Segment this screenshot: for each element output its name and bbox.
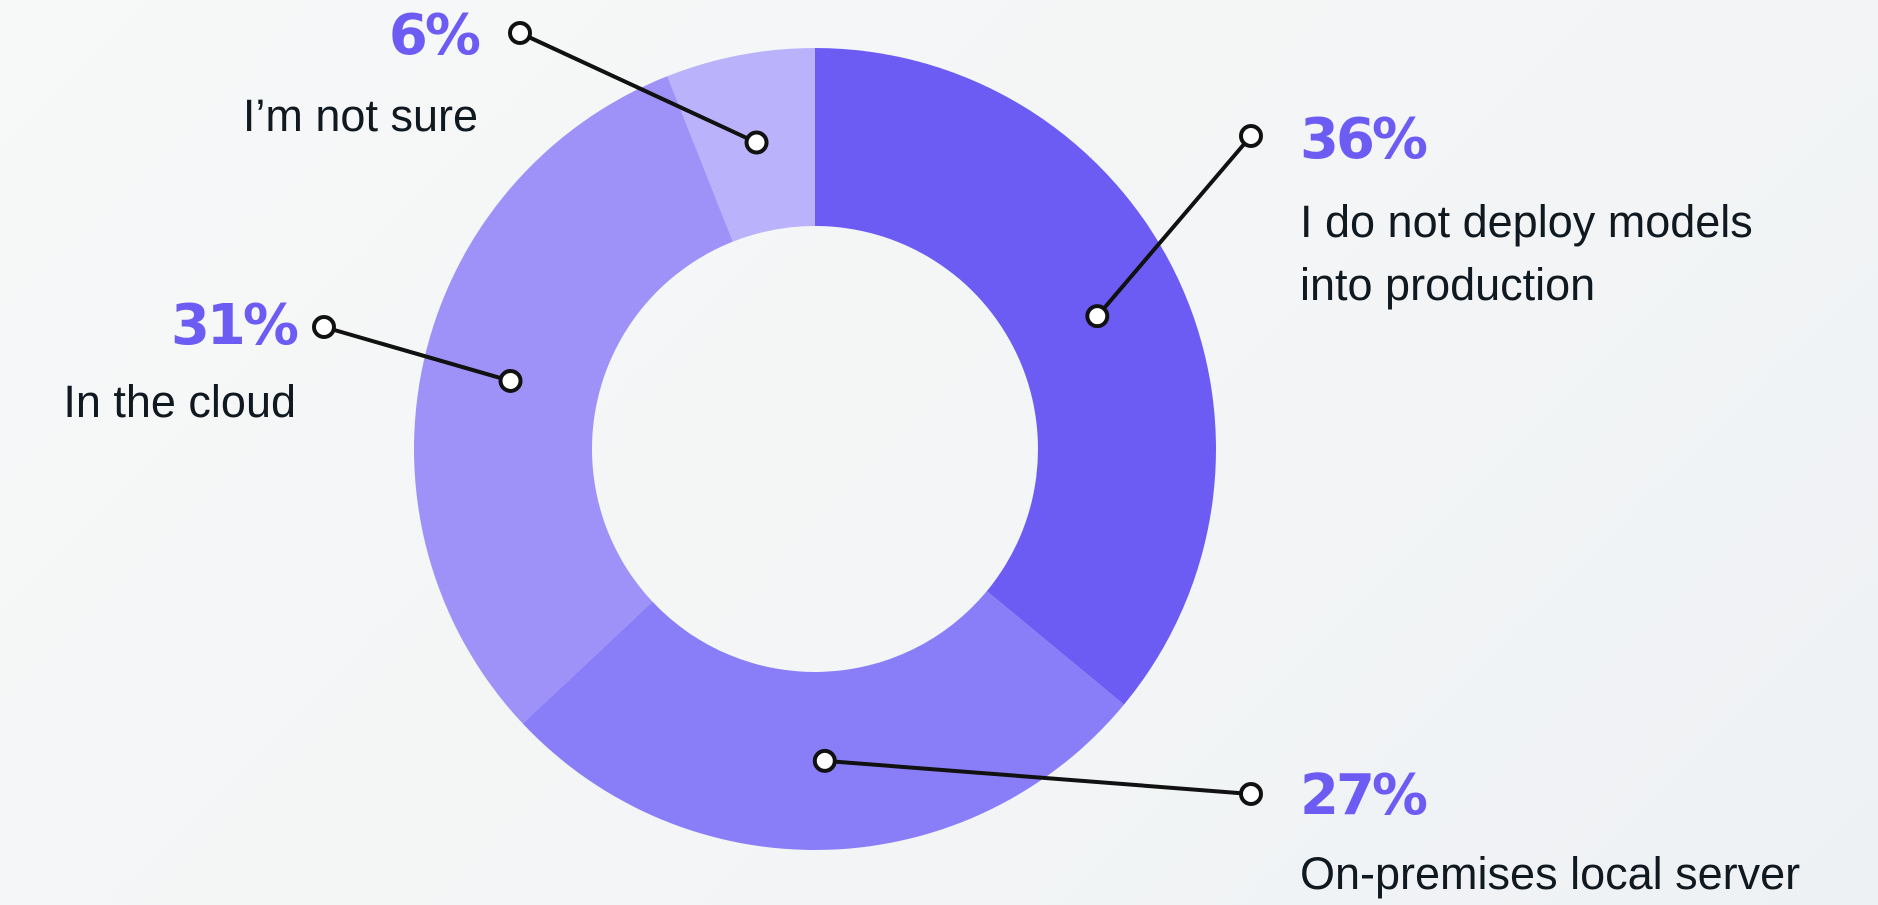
annotation-on-premises: 27% On-premises local server [1300,768,1800,905]
percent-label: 6% [388,3,481,68]
category-label-line: into production [1300,259,1596,310]
leader-dot [312,315,336,339]
leader-dot [1085,304,1110,329]
donut-slice [815,48,1216,705]
category-label: In the cloud [63,370,296,433]
leader-line [1095,134,1253,318]
percent-label: 31% [170,293,299,358]
leader-line [519,31,758,145]
donut-slice [522,591,1124,850]
annotation-not-sure: 6% I’m not sure [243,3,481,147]
category-label: On-premises local server [1300,842,1800,905]
category-label-line: On-premises local server [1300,848,1801,899]
category-label: I do not deploy models into production [1300,190,1753,316]
leader-dot [1239,782,1263,806]
leader-dot [498,368,523,393]
annotation-in-the-cloud: 31% In the cloud [63,293,299,433]
leader-dot [812,748,837,773]
category-label: I’m not sure [243,84,478,147]
leader-dot [744,130,769,155]
category-label-line: In the cloud [63,376,296,427]
percent-label: 36% [1300,107,1428,172]
category-label-line: I do not deploy models [1300,196,1753,247]
leader-dot [1239,124,1263,148]
annotation-not-deploy: 36% I do not deploy models into producti… [1300,112,1753,316]
leader-line [824,758,1252,796]
category-label-line: I’m not sure [242,90,478,141]
donut-slice [414,76,733,724]
percent-label: 27% [1300,763,1428,828]
leader-line [323,325,512,383]
donut-slice [667,48,815,242]
leader-dot [508,21,532,45]
